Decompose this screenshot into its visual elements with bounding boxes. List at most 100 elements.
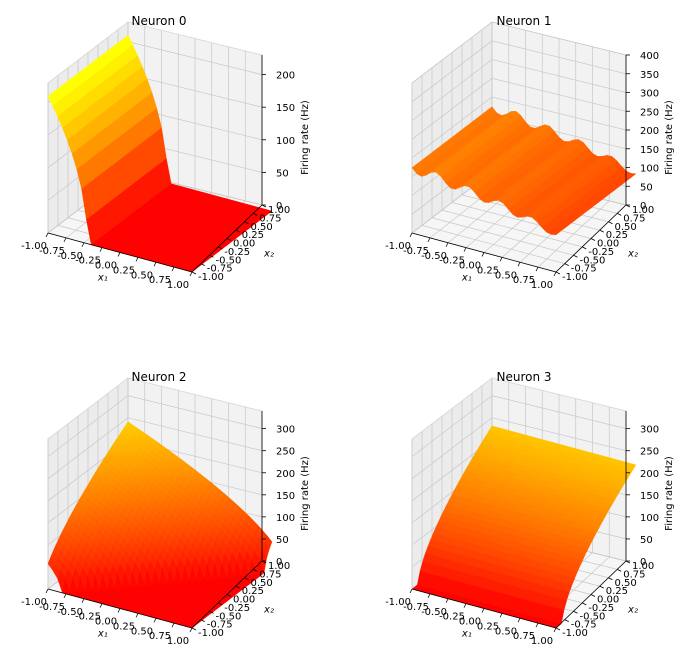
x1-tick	[135, 257, 139, 262]
x1-tick-label: 0.75	[513, 631, 535, 642]
surface-patch	[550, 232, 560, 236]
z-tick-label: 50	[276, 168, 289, 179]
x2-tick	[608, 221, 613, 225]
x2-tick-label: 0.50	[251, 578, 273, 589]
x2-tick	[582, 602, 587, 606]
x2-tick	[226, 238, 232, 241]
surface	[411, 425, 637, 629]
x1-tick-label: -0.75	[403, 246, 429, 257]
x2-axis-label: x₂	[263, 605, 274, 616]
z-tick-label: 250	[276, 447, 295, 458]
x2-tick-label: 1.00	[632, 205, 654, 216]
x1-tick	[45, 232, 49, 238]
x1-tick	[463, 247, 467, 252]
x1-tick	[171, 266, 175, 272]
x1-tick-label: -0.25	[439, 612, 465, 623]
x1-tick-label: 1.00	[531, 636, 553, 647]
x1-tick-label: -0.50	[57, 251, 83, 262]
x2-tick-label: -0.75	[571, 620, 597, 631]
x1-tick-label: 0.00	[95, 261, 117, 272]
x2-tick	[200, 263, 205, 266]
x1-tick-label: -1.00	[385, 241, 411, 252]
panel-neuron-2: -1.00 -0.75 -0.50 -0.25 0.00 0.25 0.50 0.75 1.00…	[0, 333, 341, 666]
grid-line	[411, 40, 627, 103]
x1-tick-label: 0.50	[131, 626, 153, 637]
x1-tick	[117, 608, 121, 613]
z-tick-label: 200	[276, 469, 295, 480]
x2-tick	[244, 577, 249, 581]
chart-title: Neuron 0	[131, 14, 186, 28]
x2-tick	[555, 627, 561, 631]
x2-tick-label: -0.25	[224, 247, 250, 258]
grid-line	[411, 59, 627, 121]
x1-axis-label: x₁	[461, 273, 472, 284]
x2-tick-label: 0.75	[623, 569, 645, 580]
x1-tick	[81, 598, 85, 603]
x1-tick	[189, 271, 193, 277]
panel-neuron-3: -1.00 -0.75 -0.50 -0.25 0.00 0.25 0.50 0.75 1.00…	[342, 333, 683, 666]
z-tick-label: 400	[640, 51, 659, 62]
x1-tick-label: -0.75	[39, 602, 65, 613]
x1-tick	[81, 242, 85, 247]
x1-tick-label: -0.50	[57, 607, 83, 618]
plot-neuron-1: -1.00-0.75-0.50-0.250.000.250.500.751.00…	[385, 14, 675, 291]
x2-tick-label: 0.25	[242, 586, 264, 597]
z-axis-label: Firing rate (Hz)	[300, 456, 311, 531]
x1-tick	[63, 593, 67, 599]
chart-title: Neuron 2	[131, 370, 186, 384]
grid-line	[411, 395, 627, 457]
grid-line	[411, 21, 627, 84]
x2-tick	[564, 263, 569, 266]
x1-axis-label: x₁	[97, 273, 108, 284]
x1-tick	[445, 242, 449, 247]
x1-tick-label: 1.00	[167, 636, 189, 647]
x1-tick	[409, 588, 413, 594]
x1-tick-label: -1.00	[385, 597, 411, 608]
x2-tick	[590, 238, 596, 241]
x1-tick-label: 1.00	[531, 280, 553, 291]
x1-tick-label: -1.00	[21, 597, 47, 608]
x2-tick-label: 0.50	[615, 222, 637, 233]
x2-tick-label: 0.00	[233, 595, 255, 606]
x1-tick-label: 0.25	[477, 265, 499, 276]
x1-tick	[499, 257, 503, 262]
x2-tick	[573, 610, 578, 614]
x1-tick-label: 1.00	[167, 280, 189, 291]
x1-tick	[481, 608, 485, 613]
x2-tick-label: -0.50	[580, 611, 606, 622]
x1-tick-label: 0.25	[477, 621, 499, 632]
x1-tick-label: 0.75	[149, 631, 171, 642]
x2-tick-label: 0.75	[259, 569, 281, 580]
z-tick-label: 150	[276, 103, 295, 114]
x1-tick	[499, 613, 503, 618]
x2-tick	[599, 229, 604, 233]
x2-tick	[218, 602, 223, 606]
x1-tick-label: -0.75	[39, 246, 65, 257]
x2-tick	[573, 254, 578, 258]
x1-tick-label: 0.50	[131, 270, 153, 281]
x1-tick	[481, 252, 485, 257]
x2-tick-label: -0.75	[207, 620, 233, 631]
x2-tick	[590, 594, 596, 597]
x1-tick	[171, 622, 175, 628]
x2-tick	[226, 594, 232, 597]
z-tick-label: 250	[640, 107, 659, 118]
x1-tick-label: -0.75	[403, 602, 429, 613]
x2-tick-label: -0.50	[216, 255, 242, 266]
z-tick-label: 0	[640, 201, 646, 212]
surface	[411, 106, 637, 236]
z-axis-label: Firing rate (Hz)	[664, 456, 675, 531]
x2-tick-label: 0.50	[615, 578, 637, 589]
grid-line	[411, 77, 627, 140]
x2-axis-label: x₂	[263, 249, 274, 260]
x1-tick-label: 0.25	[113, 265, 135, 276]
z-tick-label: 350	[640, 70, 659, 81]
grid-line	[47, 417, 263, 479]
surface	[47, 421, 273, 629]
x1-tick-label: 0.50	[495, 626, 517, 637]
x1-tick	[99, 247, 103, 252]
plot-neuron-2: -1.00-0.75-0.50-0.250.000.250.500.751.00…	[21, 370, 311, 647]
x2-tick-label: 0.25	[606, 586, 628, 597]
panel-neuron-1: -1.00 -0.75 -0.50 -0.25 0.00 0.25 0.50 0.75 1.00…	[342, 0, 683, 333]
